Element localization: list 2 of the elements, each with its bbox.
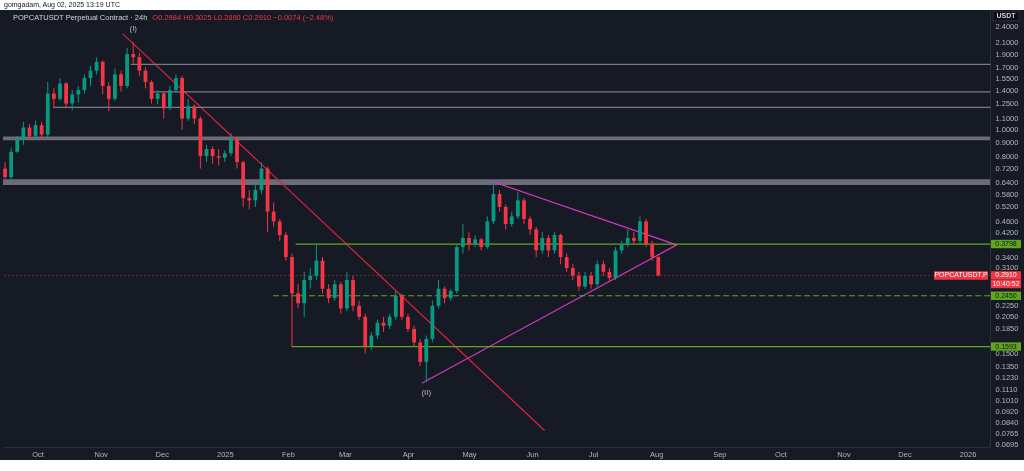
annotation: (I) <box>129 24 138 34</box>
annotation: (II) <box>421 387 432 397</box>
